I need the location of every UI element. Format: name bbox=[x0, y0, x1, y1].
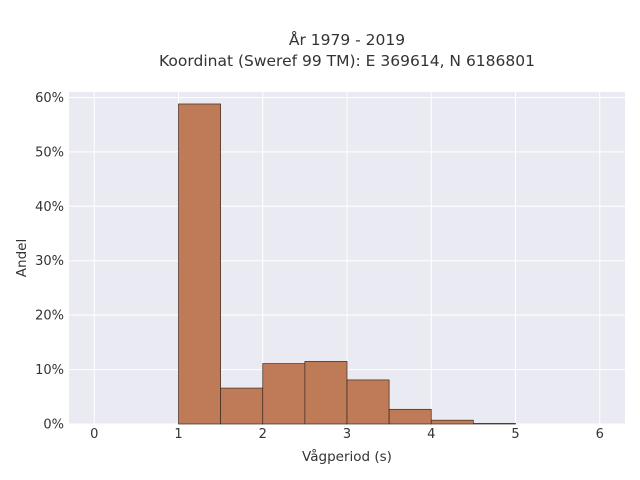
histogram-bar bbox=[178, 103, 221, 425]
histogram-bar bbox=[220, 387, 264, 425]
y-tick-label: 20% bbox=[35, 309, 64, 324]
y-tick-label: 60% bbox=[35, 91, 64, 106]
x-tick-label: 5 bbox=[511, 427, 519, 442]
grid-lines bbox=[69, 92, 625, 425]
x-tick-label: 2 bbox=[259, 427, 267, 442]
y-tick-label: 50% bbox=[35, 145, 64, 160]
histogram-bar bbox=[262, 363, 306, 425]
histogram-bar bbox=[388, 408, 432, 425]
y-tick-label: 30% bbox=[35, 254, 64, 269]
histogram-bars bbox=[178, 103, 516, 425]
chart-title-line-1: År 1979 - 2019 bbox=[289, 30, 405, 49]
x-tick-label: 1 bbox=[174, 427, 182, 442]
x-tick-label: 0 bbox=[90, 427, 98, 442]
chart-title-line-2: Koordinat (Sweref 99 TM): E 369614, N 61… bbox=[159, 52, 535, 70]
y-tick-label: 10% bbox=[35, 363, 64, 378]
y-tick-label: 0% bbox=[43, 418, 64, 433]
x-tick-label: 4 bbox=[427, 427, 435, 442]
histogram-bar bbox=[473, 423, 516, 425]
x-tick-label: 3 bbox=[343, 427, 351, 442]
x-tick-label: 6 bbox=[596, 427, 604, 442]
x-axis-ticks: 0 1 2 3 4 5 6 bbox=[90, 427, 604, 442]
y-axis-label: Andel bbox=[14, 239, 30, 277]
y-axis-ticks: 0% 10% 20% 30% 40% 50% 60% bbox=[35, 91, 64, 433]
x-axis-label: Vågperiod (s) bbox=[302, 448, 392, 465]
histogram-bar bbox=[346, 379, 390, 425]
y-tick-label: 40% bbox=[35, 200, 64, 215]
histogram-bar bbox=[304, 361, 348, 425]
histogram-bar bbox=[430, 419, 474, 425]
